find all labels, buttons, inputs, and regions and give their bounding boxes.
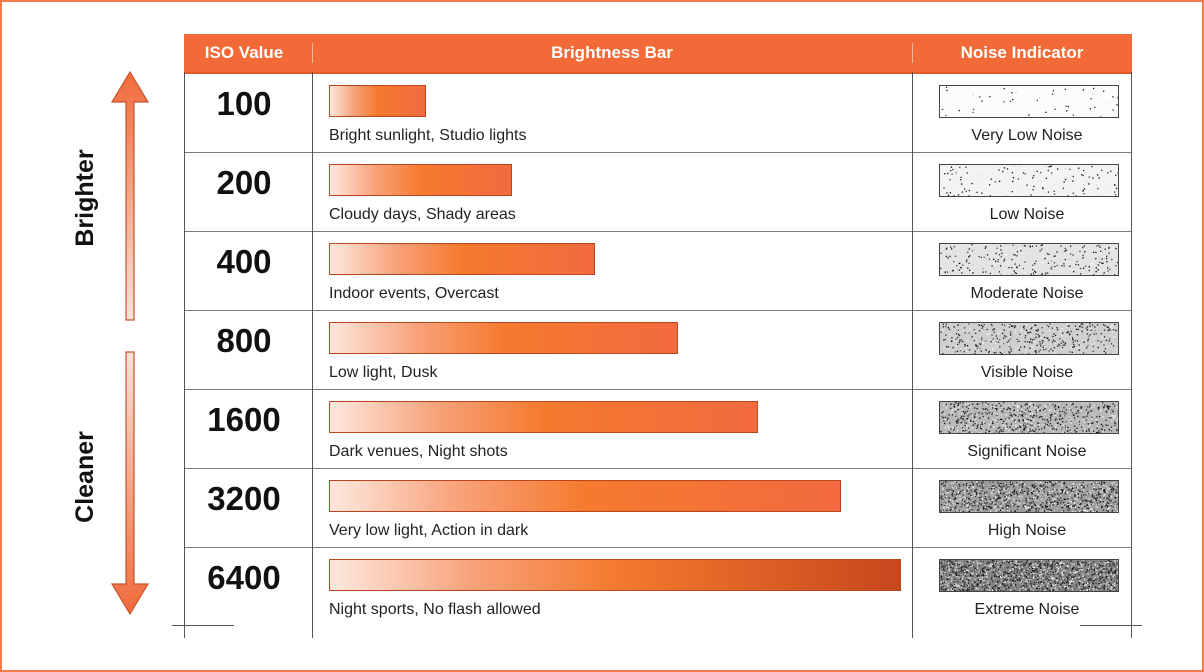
usage-description: Bright sunlight, Studio lights [329,127,527,144]
iso-table: ISO Value Brightness Bar Noise Indicator… [184,34,1132,627]
brightness-bar [329,559,901,591]
table-bottom-tick [172,625,234,626]
column-divider [312,72,313,638]
header-noise-indicator: Noise Indicator [960,43,1084,62]
column-divider [912,72,913,638]
usage-description: Very low light, Action in dark [329,522,529,539]
noise-swatch [939,401,1119,434]
brightness-bar [329,85,426,117]
noise-label: Low Noise [989,206,1065,223]
noise-swatch [939,480,1119,513]
iso-value: 400 [216,243,272,280]
noise-label: Moderate Noise [970,285,1084,302]
usage-description: Night sports, No flash allowed [329,601,541,618]
noise-label: Extreme Noise [974,601,1080,618]
brightness-bar [329,243,595,275]
noise-swatch [939,322,1119,355]
table-left-border [184,72,185,638]
table-right-border [1131,72,1132,638]
table-row: 400 Indoor events, Overcast Moderate Noise [184,232,1132,311]
brightness-bar [329,401,758,433]
usage-description: Low light, Dusk [329,364,438,381]
cleaner-label: Cleaner [71,431,99,523]
iso-value: 800 [216,322,272,359]
header-separator [312,43,313,63]
brightness-bar [329,480,841,512]
table-header: ISO Value Brightness Bar Noise Indicator [184,34,1132,74]
usage-description: Dark venues, Night shots [329,443,508,460]
noise-swatch [939,164,1119,197]
iso-value: 1600 [207,401,281,438]
brightness-bar [329,322,678,354]
noise-label: Significant Noise [967,443,1087,460]
table-body: 100 Bright sunlight, Studio lights Very Lo… [184,74,1132,627]
table-row: 100 Bright sunlight, Studio lights Very Lo… [184,74,1132,153]
noise-swatch [939,243,1119,276]
cleaner-arrow-icon [110,351,150,616]
iso-value: 100 [216,85,272,122]
noise-swatch [939,559,1119,592]
iso-value: 200 [216,164,272,201]
iso-value: 3200 [207,480,281,517]
header-separator [912,43,913,63]
header-iso-value: ISO Value [204,43,284,62]
noise-swatch [939,85,1119,118]
table-row: 800 Low light, Dusk Visible Noise [184,311,1132,390]
table-row: 6400 Night sports, No flash allowed Extrem… [184,548,1132,627]
usage-description: Indoor events, Overcast [329,285,499,302]
iso-value: 6400 [207,559,281,596]
brighter-arrow-icon [110,70,150,321]
noise-label: Very Low Noise [971,127,1083,144]
noise-label: Visible Noise [980,364,1074,381]
table-bottom-tick [1080,625,1142,626]
table-row: 200 Cloudy days, Shady areas Low Noise [184,153,1132,232]
brightness-bar [329,164,512,196]
noise-label: High Noise [987,522,1067,539]
table-row: 3200 Very low light, Action in dark High N… [184,469,1132,548]
header-brightness-bar: Brightness Bar [551,43,673,62]
usage-description: Cloudy days, Shady areas [329,206,516,223]
brighter-label: Brighter [71,149,99,247]
table-row: 1600 Dark venues, Night shots Significant … [184,390,1132,469]
